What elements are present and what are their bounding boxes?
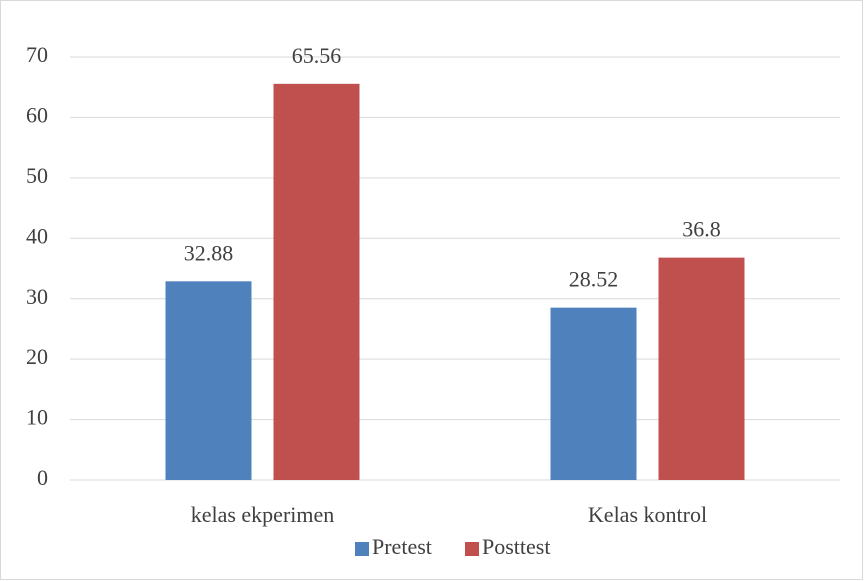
bar	[658, 257, 745, 480]
y-tick-label: 50	[26, 163, 48, 188]
y-tick-label: 30	[26, 284, 48, 309]
y-tick-label: 20	[26, 344, 48, 369]
bar	[273, 83, 360, 480]
data-label: 65.56	[292, 43, 342, 68]
bar	[550, 307, 637, 480]
y-tick-label: 70	[26, 42, 48, 67]
data-label: 36.8	[682, 217, 721, 242]
legend-label: Posttest	[482, 534, 550, 559]
data-label: 32.88	[184, 240, 234, 265]
y-tick-label: 10	[26, 405, 48, 430]
y-tick-label: 0	[37, 465, 48, 490]
data-label: 28.52	[569, 267, 619, 292]
legend-swatch	[355, 542, 369, 556]
y-tick-label: 40	[26, 223, 48, 248]
legend-label: Pretest	[372, 534, 432, 559]
x-tick-label: kelas ekperimen	[191, 502, 335, 527]
bar	[165, 281, 252, 480]
legend-swatch	[465, 542, 479, 556]
y-tick-label: 60	[26, 102, 48, 127]
x-tick-label: Kelas kontrol	[588, 502, 707, 527]
